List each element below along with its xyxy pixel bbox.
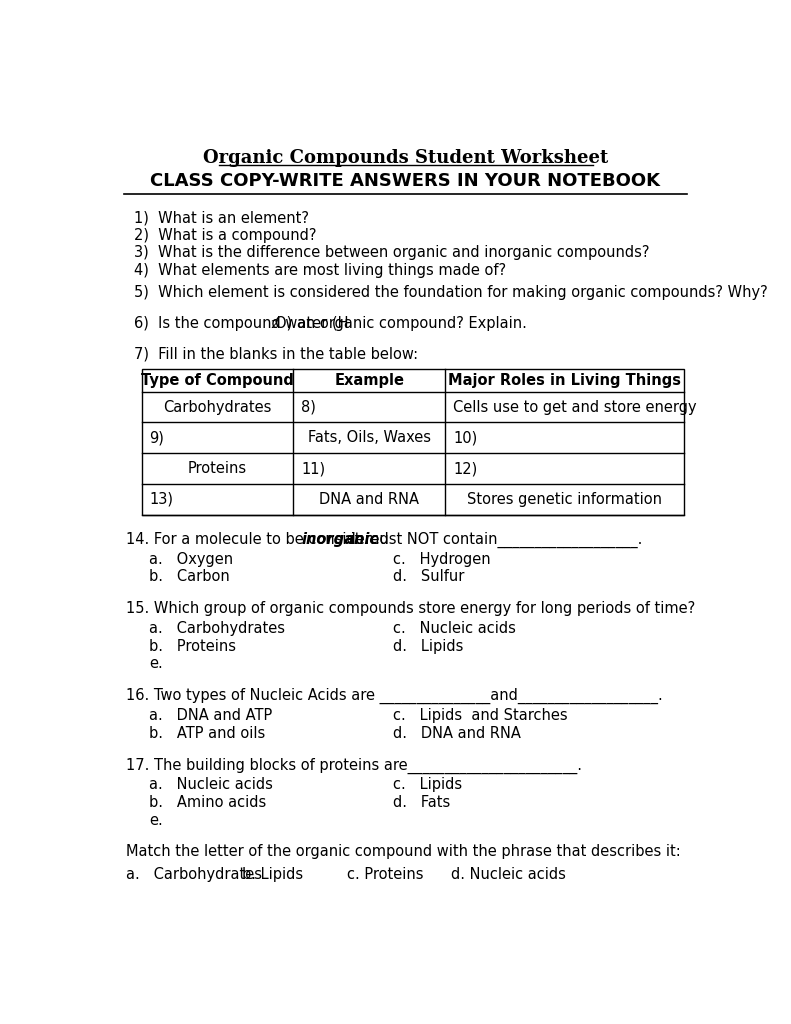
Text: Major Roles in Living Things: Major Roles in Living Things — [448, 373, 681, 387]
Text: 2)  What is a compound?: 2) What is a compound? — [134, 228, 316, 243]
Text: Fats, Oils, Waxes: Fats, Oils, Waxes — [308, 430, 431, 445]
Text: 16. Two types of Nucleic Acids are _______________and___________________.: 16. Two types of Nucleic Acids are _____… — [126, 688, 663, 705]
Text: a.   DNA and ATP: a. DNA and ATP — [149, 708, 273, 723]
Text: c. Proteins: c. Proteins — [347, 867, 423, 883]
Text: it must NOT contain___________________.: it must NOT contain___________________. — [346, 531, 642, 548]
Text: a.   Carbohydrates: a. Carbohydrates — [149, 622, 286, 636]
Text: c.   Hydrogen: c. Hydrogen — [393, 552, 491, 566]
Text: e.: e. — [149, 813, 163, 827]
Text: c.   Lipids: c. Lipids — [393, 777, 463, 793]
Text: b.   Amino acids: b. Amino acids — [149, 795, 267, 810]
Text: b.   ATP and oils: b. ATP and oils — [149, 726, 266, 740]
Text: O) an organic compound? Explain.: O) an organic compound? Explain. — [275, 316, 528, 331]
Text: b.   Carbon: b. Carbon — [149, 569, 230, 585]
Text: 8): 8) — [301, 399, 316, 415]
Text: 6)  Is the compound water (H: 6) Is the compound water (H — [134, 316, 348, 331]
Text: 2: 2 — [271, 319, 278, 330]
Text: c.   Lipids  and Starches: c. Lipids and Starches — [393, 708, 568, 723]
Text: Proteins: Proteins — [188, 461, 247, 476]
Text: b.   Proteins: b. Proteins — [149, 639, 237, 653]
Text: 11): 11) — [301, 461, 325, 476]
Text: 7)  Fill in the blanks in the table below:: 7) Fill in the blanks in the table below… — [134, 347, 418, 361]
Text: Carbohydrates: Carbohydrates — [163, 399, 271, 415]
Text: 13): 13) — [149, 492, 173, 507]
Text: Match the letter of the organic compound with the phrase that describes it:: Match the letter of the organic compound… — [126, 845, 681, 859]
Text: CLASS COPY-WRITE ANSWERS IN YOUR NOTEBOOK: CLASS COPY-WRITE ANSWERS IN YOUR NOTEBOO… — [150, 172, 660, 190]
Text: Organic Compounds Student Worksheet: Organic Compounds Student Worksheet — [202, 150, 608, 167]
Text: 15. Which group of organic compounds store energy for long periods of time?: 15. Which group of organic compounds sto… — [126, 601, 695, 616]
Text: Type of Compound: Type of Compound — [141, 373, 294, 387]
Text: 14. For a molecule to be considered: 14. For a molecule to be considered — [126, 531, 393, 547]
Text: a.   Carbohydrates: a. Carbohydrates — [126, 867, 262, 883]
Bar — [142, 369, 684, 515]
Text: inorganic: inorganic — [302, 531, 379, 547]
Text: e.: e. — [149, 656, 163, 672]
Text: c.   Nucleic acids: c. Nucleic acids — [393, 622, 517, 636]
Text: 10): 10) — [453, 430, 477, 445]
Text: a.   Nucleic acids: a. Nucleic acids — [149, 777, 273, 793]
Text: d.   Sulfur: d. Sulfur — [393, 569, 465, 585]
Text: 17. The building blocks of proteins are_______________________.: 17. The building blocks of proteins are_… — [126, 758, 582, 773]
Text: d.   Lipids: d. Lipids — [393, 639, 464, 653]
Text: Example: Example — [335, 373, 404, 387]
Text: 4)  What elements are most living things made of?: 4) What elements are most living things … — [134, 262, 506, 278]
Text: Cells use to get and store energy: Cells use to get and store energy — [453, 399, 697, 415]
Text: DNA and RNA: DNA and RNA — [320, 492, 419, 507]
Text: 5)  Which element is considered the foundation for making organic compounds? Why: 5) Which element is considered the found… — [134, 286, 767, 300]
Text: 3)  What is the difference between organic and inorganic compounds?: 3) What is the difference between organi… — [134, 246, 649, 260]
Text: 12): 12) — [453, 461, 477, 476]
Text: b. Lipids: b. Lipids — [242, 867, 304, 883]
Text: 9): 9) — [149, 430, 164, 445]
Text: Stores genetic information: Stores genetic information — [467, 492, 662, 507]
Text: a.   Oxygen: a. Oxygen — [149, 552, 233, 566]
Text: 1)  What is an element?: 1) What is an element? — [134, 211, 308, 225]
Text: d.   Fats: d. Fats — [393, 795, 451, 810]
Text: d.   DNA and RNA: d. DNA and RNA — [393, 726, 521, 740]
Text: d. Nucleic acids: d. Nucleic acids — [452, 867, 566, 883]
